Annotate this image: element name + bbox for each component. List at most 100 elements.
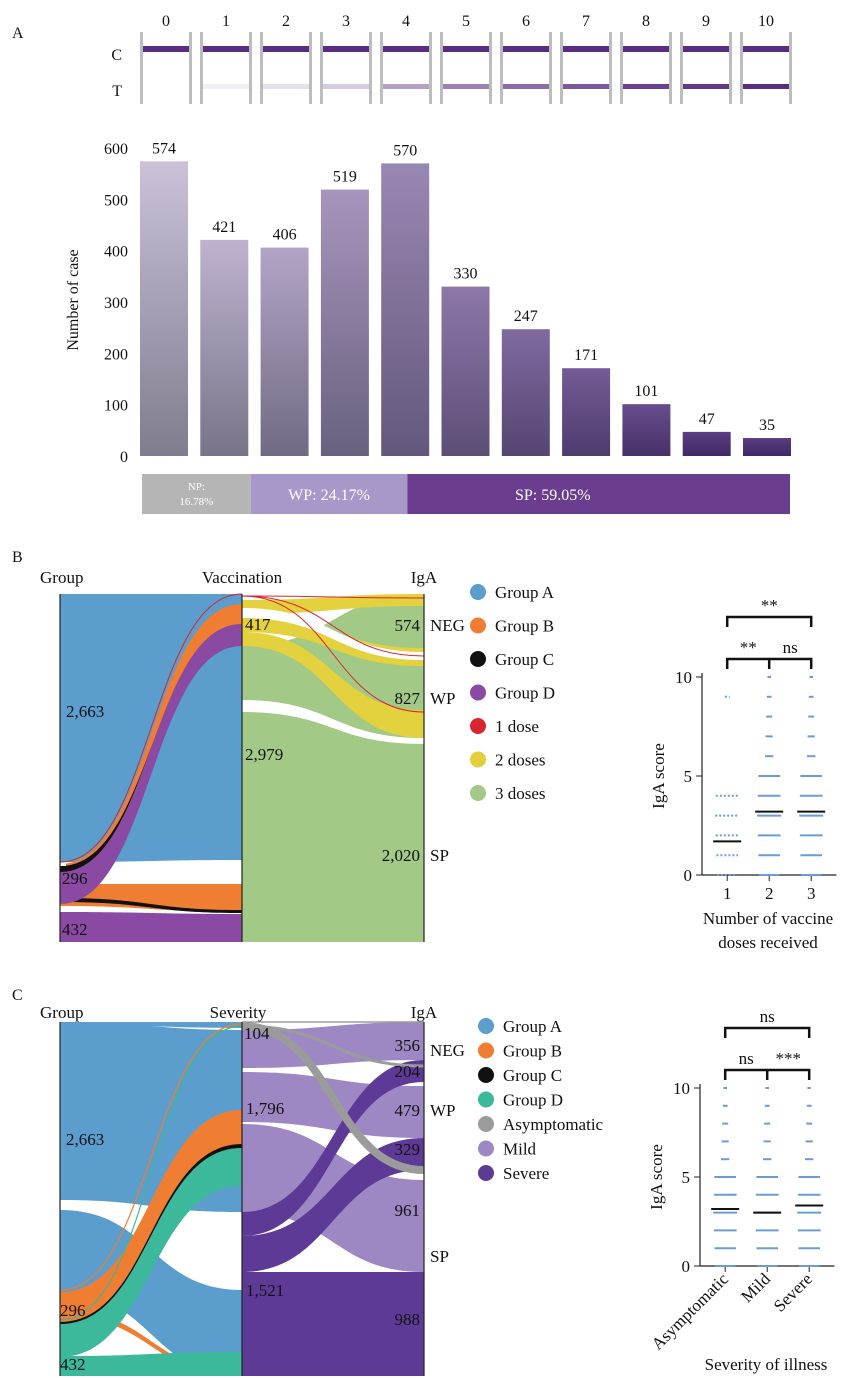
strip-edge-right-7 bbox=[609, 32, 612, 104]
strip-edge-left-1 bbox=[200, 32, 203, 104]
dot-y-tick-label-10: 10 bbox=[675, 668, 692, 687]
sig-label-right: ns bbox=[783, 638, 798, 657]
dot-y-tick-label-0: 0 bbox=[684, 866, 693, 885]
link-asym-wp bbox=[241, 1022, 425, 1174]
bar-7 bbox=[562, 368, 611, 456]
sankey-c-label-groupB: 296 bbox=[60, 1301, 86, 1320]
strip-c-line-6 bbox=[503, 46, 549, 52]
link-1dose-wp bbox=[241, 595, 425, 657]
bar-6 bbox=[501, 329, 550, 456]
bar-value-4: 570 bbox=[393, 142, 417, 159]
strip-label-4: 4 bbox=[402, 13, 410, 30]
legend-label-1-dose: 1 dose bbox=[495, 717, 539, 736]
strip-window-9 bbox=[680, 32, 732, 104]
link-groupB-3doses bbox=[60, 884, 242, 912]
sankey-b-label-sp: 2,020 bbox=[382, 846, 420, 865]
bar-y-tick-500: 500 bbox=[104, 192, 128, 209]
summary-segment-2 bbox=[407, 474, 790, 514]
test-strip: 0 1 2 3 4 5 6 7 8 9 10 bbox=[140, 13, 792, 104]
strip-c-line-9 bbox=[683, 46, 729, 52]
bar-2 bbox=[260, 247, 309, 456]
strip-edge-right-9 bbox=[729, 32, 732, 104]
sankey-c-label-severe: 1,521 bbox=[246, 1281, 284, 1300]
strip-window-8 bbox=[620, 32, 672, 104]
strip-edge-left-3 bbox=[320, 32, 323, 104]
link-groupA-asym bbox=[60, 1022, 242, 1028]
strip-window-0 bbox=[140, 32, 192, 104]
strip-window-7 bbox=[560, 32, 612, 104]
link-groupC-3doses bbox=[60, 898, 242, 913]
vaccination-legend: Group A Group B Group C Group D 1 dose 2 dose… bbox=[470, 583, 555, 803]
legend-marker-2-doses bbox=[470, 751, 486, 768]
strip-edge-right-8 bbox=[669, 32, 672, 104]
bar-value-1: 421 bbox=[212, 219, 236, 236]
legend-marker-group-a bbox=[470, 584, 486, 600]
sankey-c-label-asym: 104 bbox=[244, 1024, 270, 1043]
strip-row-c-label: C bbox=[111, 47, 122, 64]
sig-bracket-pairs bbox=[723, 1068, 811, 1080]
dot-x-label-Mild: Mild bbox=[737, 1269, 774, 1306]
strip-window-4 bbox=[380, 32, 432, 104]
dot-y-axis-label: IgA score bbox=[649, 743, 668, 809]
link-groupA-1dose bbox=[59, 593, 243, 863]
strip-edge-left-2 bbox=[260, 32, 263, 104]
panel-label-c: C bbox=[12, 987, 23, 1004]
legend-label-3-doses: 3 doses bbox=[495, 784, 546, 803]
strip-window-1 bbox=[200, 32, 252, 104]
bar-1 bbox=[200, 239, 249, 456]
bar-5 bbox=[441, 286, 490, 456]
sankey-b-label-groupA: 2,663 bbox=[66, 702, 104, 721]
legend-marker-1-dose bbox=[470, 718, 486, 734]
legend-label-group-c: Group C bbox=[495, 650, 554, 669]
summary-segment-0 bbox=[142, 474, 251, 514]
legend-marker-asymptomatic bbox=[478, 1116, 494, 1132]
sig-label-left: ** bbox=[740, 638, 757, 657]
strip-edge-left-10 bbox=[740, 32, 743, 104]
strip-window-5 bbox=[440, 32, 492, 104]
strip-edge-left-0 bbox=[140, 32, 143, 104]
strip-t-line-5 bbox=[443, 84, 489, 89]
legend-marker-mild bbox=[478, 1140, 494, 1157]
sig-label-top: ns bbox=[760, 1007, 775, 1026]
link-1dose-sp bbox=[241, 595, 425, 713]
strip-edge-right-6 bbox=[549, 32, 552, 104]
legend-label-group-b: Group B bbox=[495, 617, 554, 636]
bar-value-8: 101 bbox=[634, 383, 658, 400]
legend-label-group-d: Group D bbox=[503, 1091, 563, 1110]
strip-t-line-9 bbox=[683, 84, 729, 89]
sankey-c-label-groupA: 2,663 bbox=[66, 1130, 104, 1149]
link-severe-neg bbox=[242, 1060, 424, 1236]
summary-np-label: NP: bbox=[188, 481, 205, 493]
strip-t-line-1 bbox=[203, 84, 249, 89]
strip-edge-right-0 bbox=[189, 32, 192, 104]
sankey-c-label-mild: 1,796 bbox=[246, 1099, 284, 1118]
summary-np-percent: 16.78% bbox=[179, 496, 213, 508]
legend-marker-group-b bbox=[470, 617, 486, 634]
strip-c-line-2 bbox=[263, 46, 309, 52]
strip-label-0: 0 bbox=[162, 13, 170, 30]
sankey-b-label-wp: 827 bbox=[395, 689, 421, 708]
link-2doses-sp bbox=[242, 632, 424, 738]
sankey-c-label-wp-severe: 329 bbox=[395, 1140, 421, 1159]
strip-t-line-8 bbox=[623, 84, 669, 89]
strip-label-10: 10 bbox=[758, 13, 774, 30]
strip-c-line-7 bbox=[563, 46, 609, 52]
strip-c-line-5 bbox=[443, 46, 489, 52]
link-groupB-asym bbox=[59, 1023, 243, 1291]
sankey-b-col-group: Group bbox=[40, 568, 83, 587]
positivity-summary-bar: NP: 16.78% WP: 24.17% SP: 59.05% bbox=[142, 474, 790, 514]
strip-t-line-6 bbox=[503, 84, 549, 89]
dot-y-tick-label-5: 5 bbox=[684, 767, 693, 786]
legend-marker-group-a bbox=[478, 1018, 494, 1034]
sankey-c-iga-wp: WP bbox=[430, 1101, 456, 1120]
dot-y-axis-label: IgA score bbox=[647, 1144, 666, 1210]
strip-edge-right-1 bbox=[249, 32, 252, 104]
strip-label-5: 5 bbox=[462, 13, 470, 30]
strip-window-2 bbox=[260, 32, 312, 104]
strip-t-line-2 bbox=[263, 84, 309, 89]
strip-label-3: 3 bbox=[342, 13, 350, 30]
bar-value-3: 519 bbox=[333, 169, 357, 186]
dot-c-x-title: Severity of illness bbox=[705, 1355, 828, 1374]
sankey-c-col-iga: IgA bbox=[411, 1003, 438, 1022]
